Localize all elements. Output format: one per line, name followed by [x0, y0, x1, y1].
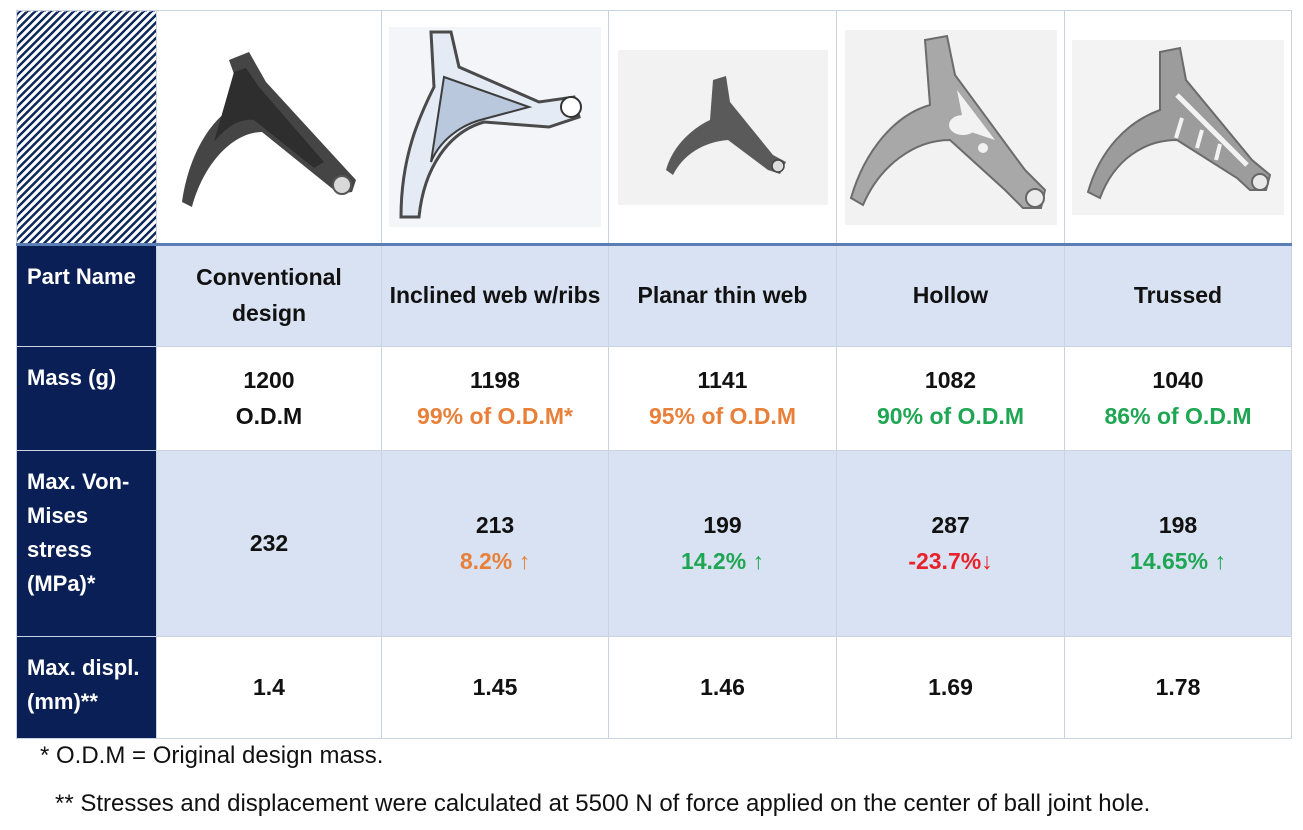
conventional-design-image: [182, 52, 356, 207]
stress-change: 8.2% ↑: [459, 547, 531, 574]
stress-value: 213: [475, 511, 515, 538]
trussed-image: [1072, 39, 1284, 215]
displacement-row: Max. displ. (mm)** 1.4 1.45 1.46 1.69 1.…: [16, 636, 1292, 739]
displacement-cell: 1.69: [836, 636, 1065, 739]
stress-value: 198: [1158, 511, 1198, 538]
stress-change: -23.7%↓: [908, 547, 993, 574]
row-header-line: Mises: [27, 503, 89, 529]
stress-cell: 213 8.2% ↑: [381, 450, 609, 637]
row-header-displacement: Max. displ. (mm)**: [16, 636, 157, 739]
conventional-design-image-cell: [156, 10, 382, 246]
displacement-cell: 1.46: [608, 636, 837, 739]
mass-cell: 1040 86% of O.D.M: [1064, 346, 1292, 451]
mass-note: 90% of O.D.M: [877, 402, 1024, 429]
mass-value: 1141: [697, 366, 748, 393]
footnote-odm: * O.D.M = Original design mass.: [40, 742, 384, 769]
displacement-cell: 1.45: [381, 636, 609, 739]
mass-row: Mass (g) 1200 O.D.M 1198 99% of O.D.M* 1…: [16, 346, 1292, 451]
stress-value: 287: [931, 511, 970, 538]
trussed-image-cell: [1064, 10, 1292, 246]
part-name-cell: Inclined web w/ribs: [381, 244, 609, 347]
mass-note: 99% of O.D.M*: [417, 402, 573, 429]
row-header-stress: Max. Von- Mises stress (MPa)*: [16, 450, 157, 637]
stress-cell: 199 14.2% ↑: [608, 450, 837, 637]
displacement-cell: 1.4: [156, 636, 382, 739]
row-header-line: stress: [27, 537, 92, 563]
mass-value: 1198: [470, 366, 520, 393]
part-name-line: Conventional: [196, 264, 342, 291]
planar-thin-web-image: [617, 49, 828, 205]
hatch-corner-cell: [16, 10, 157, 246]
mass-value: 1200: [243, 366, 295, 393]
stress-cell: 232: [156, 450, 382, 637]
stress-change: 14.65% ↑: [1130, 547, 1226, 574]
stress-cell: 287 -23.7%↓: [836, 450, 1065, 637]
hollow-image: [844, 29, 1057, 225]
part-name-cell: Hollow: [836, 244, 1065, 347]
mass-value: 1040: [1152, 366, 1204, 393]
comparison-table: Part Name Conventional design Inclined w…: [16, 10, 1292, 739]
hollow-image-cell: [836, 10, 1065, 246]
mass-cell: 1200 O.D.M: [156, 346, 382, 451]
mass-cell: 1141 95% of O.D.M: [608, 346, 837, 451]
inclined-web-ribs-image-cell: [381, 10, 609, 246]
stress-row: Max. Von- Mises stress (MPa)* 232 213 8.…: [16, 450, 1292, 637]
mass-cell: 1198 99% of O.D.M*: [381, 346, 609, 451]
footnote-stress: ** Stresses and displacement were calcul…: [55, 790, 1151, 817]
stress-cell: 198 14.65% ↑: [1064, 450, 1292, 637]
mass-note: 86% of O.D.M: [1104, 402, 1252, 429]
stress-value: 199: [703, 511, 742, 538]
mass-note: O.D.M: [235, 402, 303, 429]
part-name-cell: Planar thin web: [608, 244, 837, 347]
mass-note: 95% of O.D.M: [649, 402, 796, 429]
mass-cell: 1082 90% of O.D.M: [836, 346, 1065, 451]
mass-value: 1082: [924, 366, 977, 393]
part-name-cell: Trussed: [1064, 244, 1292, 347]
row-header-line: Max. displ.: [27, 655, 140, 680]
row-header-line: (MPa)*: [27, 571, 96, 597]
image-row: [16, 10, 1292, 246]
row-header-line: (mm)**: [27, 689, 98, 715]
planar-thin-web-image-cell: [608, 10, 837, 246]
part-name-cell: Conventional design: [156, 244, 382, 347]
displacement-cell: 1.78: [1064, 636, 1292, 739]
row-header-mass: Mass (g): [16, 346, 157, 451]
row-header-line: Max. Von-: [27, 469, 130, 494]
row-header-part-name: Part Name: [16, 244, 157, 347]
inclined-web-ribs-image: [389, 27, 601, 227]
part-name-line: design: [231, 300, 307, 326]
stress-change: 14.2% ↑: [680, 547, 765, 574]
part-name-row: Part Name Conventional design Inclined w…: [16, 244, 1292, 347]
